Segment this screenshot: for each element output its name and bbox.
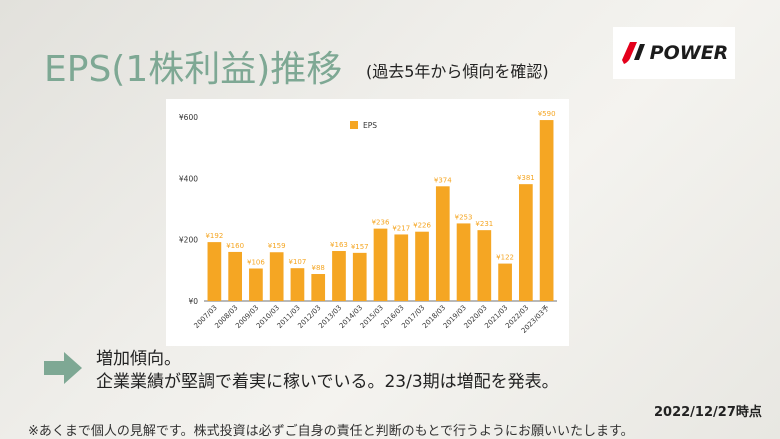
bar [435, 186, 450, 301]
data-label: ¥163 [330, 241, 348, 249]
disclaimer: ※あくまで個人の見解です。株式投資は必ずご自身の責任と判断のもとで行うようにお願… [28, 424, 634, 439]
bar [269, 252, 284, 301]
slide-subtitle: (過去5年から傾向を確認) [366, 62, 549, 81]
bar [477, 230, 492, 301]
eps-chart: ¥0 ¥200 ¥400 ¥600 ¥192 2007/03 ¥160 2008/03 ¥106… [166, 99, 569, 346]
bar [415, 231, 429, 301]
logo-text: POWER [649, 42, 729, 64]
legend-label: EPS [363, 121, 377, 130]
as-of-date: 2022/12/27時点 [654, 405, 762, 420]
arrow-right-icon [44, 352, 82, 384]
data-label: ¥192 [205, 232, 223, 240]
bar [456, 223, 471, 301]
bar [352, 252, 367, 301]
data-label: ¥88 [312, 264, 325, 272]
bar [207, 242, 222, 301]
data-label: ¥236 [372, 219, 390, 227]
data-label: ¥106 [247, 258, 265, 266]
bar [539, 120, 554, 301]
bar [373, 228, 388, 301]
data-label: ¥381 [517, 174, 535, 182]
company-logo: POWER [613, 27, 735, 79]
data-label: ¥226 [413, 222, 431, 230]
data-label: ¥159 [268, 242, 286, 250]
bar [519, 184, 533, 301]
bar [249, 268, 263, 301]
bar [290, 268, 305, 301]
data-label: ¥217 [392, 224, 410, 232]
slide-title: EPS(1株利益)推移 [44, 49, 343, 90]
data-label: ¥157 [351, 243, 369, 251]
data-label: ¥160 [226, 242, 244, 250]
y-tick-label: ¥400 [179, 174, 198, 183]
data-label: ¥107 [289, 258, 307, 266]
bar [228, 251, 242, 301]
eps-chart-svg: ¥0¥200¥400¥600¥1922007/03¥1602008/03¥106… [179, 110, 557, 335]
data-label: ¥374 [434, 176, 452, 184]
conclusion-line-2: 企業業績が堅調で着実に稼いでいる。23/3期は増配を発表。 [96, 372, 559, 392]
bar [394, 234, 409, 301]
data-label: ¥590 [538, 110, 556, 118]
conclusion-text: 増加傾向。 企業業績が堅調で着実に稼いでいる。23/3期は増配を発表。 [96, 348, 559, 394]
legend-swatch [350, 121, 358, 129]
data-label: ¥253 [455, 213, 473, 221]
y-tick-label: ¥0 [188, 297, 198, 306]
bar [498, 263, 512, 301]
bar [311, 274, 326, 301]
data-label: ¥122 [496, 254, 514, 262]
conclusion-line-1: 増加傾向。 [96, 349, 181, 369]
data-label: ¥231 [475, 220, 493, 228]
bar [332, 251, 346, 301]
j-mark-icon [621, 42, 645, 64]
y-tick-label: ¥600 [179, 113, 198, 122]
y-tick-label: ¥200 [179, 236, 198, 245]
